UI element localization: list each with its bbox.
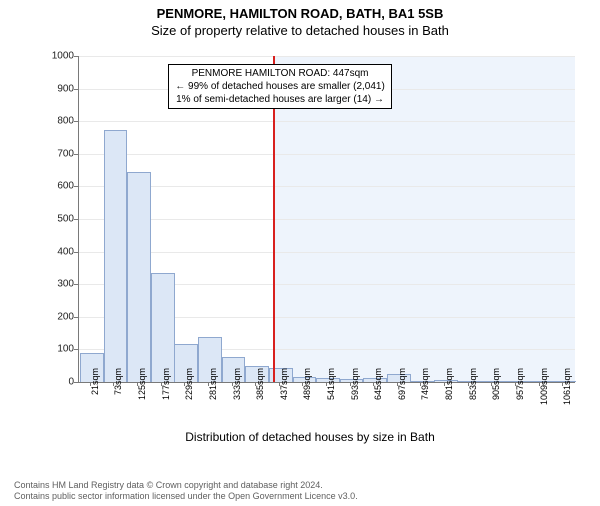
x-tick-mark <box>350 382 351 386</box>
x-tick-mark <box>562 382 563 386</box>
x-tick-label: 957sqm <box>515 368 525 408</box>
y-tick-label: 600 <box>48 181 74 192</box>
x-tick-mark <box>255 382 256 386</box>
gridline <box>79 252 575 253</box>
attribution-text: Contains HM Land Registry data © Crown c… <box>14 480 358 503</box>
y-tick-mark <box>74 382 78 383</box>
x-tick-mark <box>420 382 421 386</box>
y-tick-label: 200 <box>48 311 74 322</box>
x-tick-label: 1061sqm <box>562 368 572 408</box>
chart-container: Number of detached properties PENMORE HA… <box>36 52 584 448</box>
gridline <box>79 121 575 122</box>
x-tick-mark <box>539 382 540 386</box>
annotation-box: PENMORE HAMILTON ROAD: 447sqm← 99% of de… <box>168 64 392 109</box>
y-tick-label: 100 <box>48 344 74 355</box>
y-tick-mark <box>74 89 78 90</box>
y-tick-mark <box>74 284 78 285</box>
y-tick-mark <box>74 349 78 350</box>
page-title: PENMORE, HAMILTON ROAD, BATH, BA1 5SB <box>0 6 600 21</box>
y-tick-label: 400 <box>48 246 74 257</box>
x-tick-label: 125sqm <box>137 368 147 408</box>
x-tick-label: 853sqm <box>468 368 478 408</box>
x-tick-label: 177sqm <box>161 368 171 408</box>
y-tick-label: 900 <box>48 83 74 94</box>
gridline <box>79 186 575 187</box>
x-tick-mark <box>302 382 303 386</box>
x-tick-label: 437sqm <box>279 368 289 408</box>
x-tick-label: 281sqm <box>208 368 218 408</box>
y-tick-mark <box>74 252 78 253</box>
x-tick-label: 333sqm <box>232 368 242 408</box>
x-tick-label: 905sqm <box>491 368 501 408</box>
bar <box>151 273 175 382</box>
annotation-line-3: 1% of semi-detached houses are larger (1… <box>175 93 385 106</box>
x-tick-mark <box>184 382 185 386</box>
x-tick-mark <box>397 382 398 386</box>
annotation-line-1: PENMORE HAMILTON ROAD: 447sqm <box>175 67 385 80</box>
x-tick-mark <box>137 382 138 386</box>
x-axis-label: Distribution of detached houses by size … <box>185 430 434 444</box>
y-tick-mark <box>74 219 78 220</box>
x-tick-label: 73sqm <box>113 368 123 408</box>
plot-area: PENMORE HAMILTON ROAD: 447sqm← 99% of de… <box>78 56 575 383</box>
y-tick-label: 0 <box>48 377 74 388</box>
y-tick-mark <box>74 317 78 318</box>
y-tick-label: 1000 <box>48 51 74 62</box>
x-tick-label: 385sqm <box>255 368 265 408</box>
x-tick-mark <box>373 382 374 386</box>
x-tick-label: 801sqm <box>444 368 454 408</box>
x-tick-mark <box>232 382 233 386</box>
attribution-line-2: Contains public sector information licen… <box>14 491 358 502</box>
x-tick-label: 697sqm <box>397 368 407 408</box>
x-tick-mark <box>161 382 162 386</box>
y-tick-label: 700 <box>48 148 74 159</box>
annotation-line-2: ← 99% of detached houses are smaller (2,… <box>175 80 385 93</box>
x-tick-label: 229sqm <box>184 368 194 408</box>
y-tick-label: 500 <box>48 214 74 225</box>
y-tick-mark <box>74 154 78 155</box>
bar <box>104 130 128 382</box>
x-tick-label: 489sqm <box>302 368 312 408</box>
y-tick-mark <box>74 56 78 57</box>
x-tick-label: 541sqm <box>326 368 336 408</box>
x-tick-mark <box>444 382 445 386</box>
x-tick-label: 21sqm <box>90 368 100 408</box>
x-tick-label: 749sqm <box>420 368 430 408</box>
x-tick-mark <box>279 382 280 386</box>
gridline <box>79 56 575 57</box>
x-tick-label: 593sqm <box>350 368 360 408</box>
y-tick-label: 800 <box>48 116 74 127</box>
x-tick-label: 645sqm <box>373 368 383 408</box>
x-tick-mark <box>113 382 114 386</box>
gridline <box>79 154 575 155</box>
bar <box>127 172 151 382</box>
x-tick-mark <box>326 382 327 386</box>
y-tick-label: 300 <box>48 279 74 290</box>
x-tick-mark <box>515 382 516 386</box>
x-tick-label: 1009sqm <box>539 368 549 408</box>
page-subtitle: Size of property relative to detached ho… <box>0 23 600 38</box>
attribution-line-1: Contains HM Land Registry data © Crown c… <box>14 480 358 491</box>
x-tick-mark <box>491 382 492 386</box>
gridline <box>79 219 575 220</box>
y-tick-mark <box>74 121 78 122</box>
x-tick-mark <box>90 382 91 386</box>
x-tick-mark <box>468 382 469 386</box>
x-tick-mark <box>208 382 209 386</box>
y-tick-mark <box>74 186 78 187</box>
